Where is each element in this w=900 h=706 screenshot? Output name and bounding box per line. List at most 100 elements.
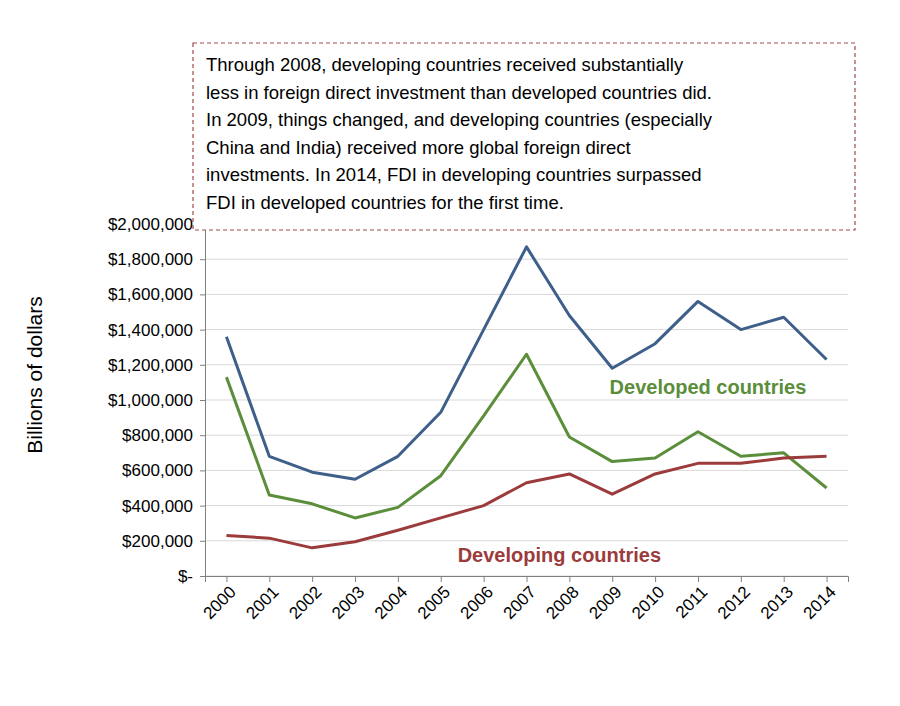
x-tick-label: 2003 xyxy=(328,583,368,623)
x-tick-mark xyxy=(441,576,442,582)
y-tick-label: $400,000 xyxy=(122,497,193,516)
y-tick-mark xyxy=(200,365,205,366)
x-tick: 2002 xyxy=(285,576,325,623)
grid-line xyxy=(205,505,848,506)
y-tick-label: $1,200,000 xyxy=(108,356,193,375)
x-tick-mark xyxy=(226,576,227,582)
y-tick-label: $1,400,000 xyxy=(108,321,193,340)
x-tick-mark xyxy=(398,576,399,582)
x-tick-mark xyxy=(612,576,613,582)
grid-line xyxy=(205,435,848,436)
y-tick: $800,000 xyxy=(122,426,205,445)
x-tick: 2000 xyxy=(200,576,240,623)
y-tick-mark xyxy=(200,541,205,542)
x-tick: 2004 xyxy=(371,576,411,623)
x-tick: 2014 xyxy=(800,576,840,623)
lines xyxy=(226,247,826,548)
y-axis-title: Billions of dollars xyxy=(23,296,46,454)
y-tick-mark xyxy=(200,294,205,295)
y-tick: $- xyxy=(178,567,205,586)
grid-line xyxy=(205,259,848,260)
x-tick-mark xyxy=(698,576,699,582)
y-tick-mark xyxy=(200,330,205,331)
x-tick: 2005 xyxy=(414,576,454,623)
annotation-line: FDI in developed countries for the first… xyxy=(206,192,564,213)
y-tick-mark xyxy=(200,259,205,260)
series-label: Developed countries xyxy=(610,376,807,398)
y-tick-mark xyxy=(200,576,205,577)
y-tick-label: $200,000 xyxy=(122,532,193,551)
y-tick-label: $- xyxy=(178,567,193,586)
grid-line xyxy=(205,329,848,330)
y-tick-mark xyxy=(200,400,205,401)
x-tick-label: 2008 xyxy=(542,583,582,623)
series-line xyxy=(226,247,826,479)
y-tick-mark xyxy=(200,470,205,471)
x-tick-mark xyxy=(784,576,785,582)
y-tick: $200,000 xyxy=(122,532,205,551)
x-tick-label: 2001 xyxy=(242,583,282,623)
x-tick-label: 2013 xyxy=(757,583,797,623)
y-tick-label: $2,000,000 xyxy=(108,215,193,234)
x-tick-mark xyxy=(655,576,656,582)
grid-line xyxy=(205,400,848,401)
y-tick-label: $1,000,000 xyxy=(108,391,193,410)
x-tick: 2012 xyxy=(714,576,754,623)
x-tick-mark xyxy=(269,576,270,582)
x-tick-label: 2002 xyxy=(285,583,325,623)
y-tick-label: $1,800,000 xyxy=(108,250,193,269)
series-line xyxy=(226,456,826,548)
y-axis: $- $200,000 $400,000 $600,000 $800,000 $1,000… xyxy=(108,215,206,586)
y-tick-label: $1,600,000 xyxy=(108,285,193,304)
series-label: Developing countries xyxy=(458,544,661,566)
x-tick: 2010 xyxy=(628,576,668,623)
y-tick-label: $600,000 xyxy=(122,461,193,480)
y-axis-line xyxy=(200,225,206,577)
y-tick: $1,400,000 xyxy=(108,321,205,340)
x-tick: 2003 xyxy=(328,576,368,623)
annotation: Through 2008, developing countries recei… xyxy=(193,43,855,230)
grid-line xyxy=(205,364,848,365)
y-tick: $1,800,000 xyxy=(108,250,205,269)
x-tick-label: 2000 xyxy=(200,583,240,623)
x-tick-label: 2005 xyxy=(414,583,454,623)
x-tick-mark xyxy=(527,576,528,582)
annotation-line: Through 2008, developing countries recei… xyxy=(206,54,684,75)
x-tick-mark xyxy=(569,576,570,582)
series-line xyxy=(226,354,826,518)
grid-line xyxy=(205,294,848,295)
x-tick-label: 2009 xyxy=(585,583,625,623)
x-tick: 2008 xyxy=(542,576,582,623)
x-tick-label: 2007 xyxy=(500,583,540,623)
y-tick-label: $800,000 xyxy=(122,426,193,445)
x-tick-label: 2014 xyxy=(800,583,840,623)
y-tick: $600,000 xyxy=(122,461,205,480)
x-axis-line xyxy=(206,577,849,583)
annotation-line: China and India) received more global fo… xyxy=(206,137,631,158)
x-tick-mark xyxy=(827,576,828,582)
x-tick-mark xyxy=(484,576,485,582)
grid-line xyxy=(205,540,848,541)
y-tick: $1,000,000 xyxy=(108,391,205,410)
chart: $- $200,000 $400,000 $600,000 $800,000 $1,000… xyxy=(0,0,900,706)
x-tick: 2011 xyxy=(672,576,711,622)
x-tick: 2001 xyxy=(242,576,282,623)
annotation-line: In 2009, things changed, and developing … xyxy=(206,109,713,130)
y-tick-mark xyxy=(200,506,205,507)
y-tick: $2,000,000 xyxy=(108,215,205,234)
annotation-line: investments. In 2014, FDI in developing … xyxy=(206,164,702,185)
y-tick-mark xyxy=(200,435,205,436)
x-tick-mark xyxy=(355,576,356,582)
x-tick: 2013 xyxy=(757,576,797,623)
x-tick: 2006 xyxy=(457,576,497,623)
annotation-line: less in foreign direct investment than d… xyxy=(206,82,712,103)
annotation-box xyxy=(193,43,855,230)
x-tick-mark xyxy=(312,576,313,582)
grid-line xyxy=(205,470,848,471)
y-tick: $1,600,000 xyxy=(108,285,205,304)
x-tick-label: 2004 xyxy=(371,583,411,623)
x-tick-label: 2011 xyxy=(672,583,711,622)
x-tick-label: 2006 xyxy=(457,583,497,623)
x-tick-label: 2010 xyxy=(628,583,668,623)
y-tick: $400,000 xyxy=(122,497,205,516)
